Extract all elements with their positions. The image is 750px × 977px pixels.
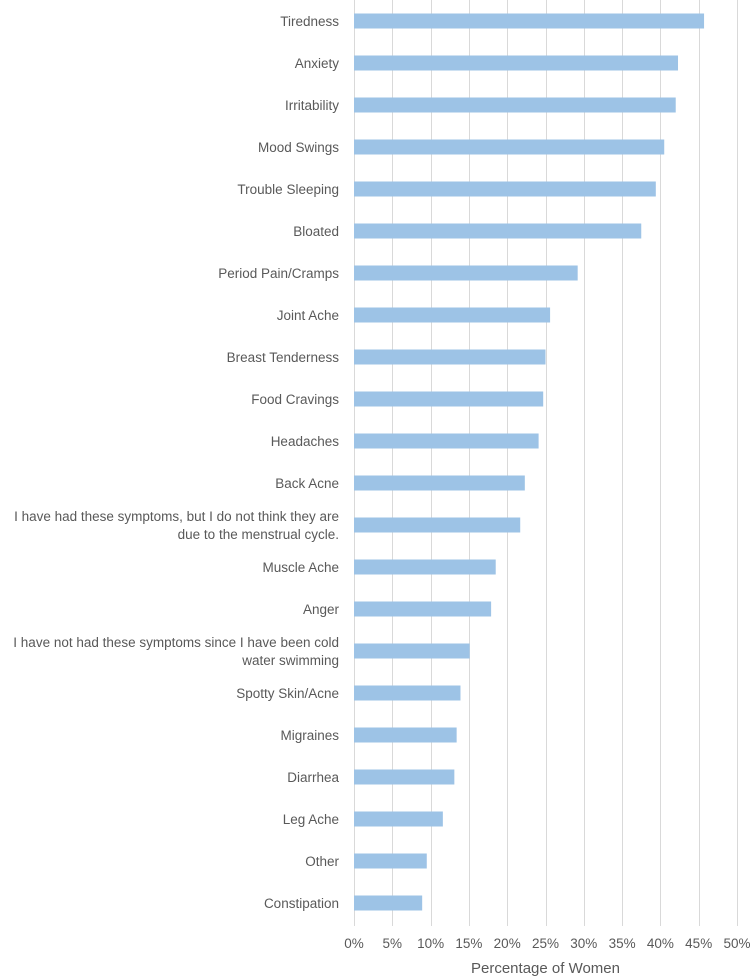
x-tick-label: 15% (455, 936, 482, 951)
bar (354, 685, 461, 701)
category-label: Trouble Sleeping (237, 182, 339, 197)
bar (354, 55, 679, 71)
category-label: I have had these symptoms, but I do not … (14, 509, 339, 524)
x-tick-label: 0% (344, 936, 364, 951)
bar (354, 139, 665, 155)
bar (354, 223, 642, 239)
category-label: due to the menstrual cycle. (178, 527, 339, 542)
category-label: Other (305, 854, 339, 869)
bar (354, 811, 443, 827)
category-label: Joint Ache (277, 308, 339, 323)
bar (354, 433, 539, 449)
bar (354, 349, 546, 365)
category-label: Migraines (280, 728, 339, 743)
bar (354, 97, 676, 113)
x-tick-label: 35% (609, 936, 636, 951)
category-label: Diarrhea (287, 770, 339, 785)
x-tick-label: 50% (723, 936, 750, 951)
category-label: Mood Swings (258, 140, 339, 155)
bar (354, 307, 551, 323)
bar (354, 475, 525, 491)
category-label: Spotty Skin/Acne (236, 686, 339, 701)
x-tick-label: 10% (417, 936, 444, 951)
x-tick-label: 40% (647, 936, 674, 951)
category-label: Irritability (285, 98, 339, 113)
category-label: Anxiety (295, 56, 340, 71)
bar (354, 601, 492, 617)
category-label: Back Acne (275, 476, 339, 491)
bar (354, 643, 470, 659)
bars (354, 13, 705, 911)
category-label: Headaches (271, 434, 340, 449)
bar (354, 895, 423, 911)
category-label: water swimming (241, 653, 339, 668)
bar (354, 559, 496, 575)
bar (354, 181, 656, 197)
x-tick-label: 5% (383, 936, 403, 951)
x-axis-title: Percentage of Women (471, 960, 620, 977)
bar (354, 727, 457, 743)
category-label: Constipation (264, 896, 339, 911)
bar (354, 265, 578, 281)
category-label: Bloated (293, 224, 339, 239)
bar (354, 769, 455, 785)
category-label: Breast Tenderness (227, 350, 340, 365)
bar (354, 391, 544, 407)
category-label: Muscle Ache (262, 560, 339, 575)
x-tick-label: 20% (494, 936, 521, 951)
bar (354, 13, 705, 29)
bar (354, 517, 521, 533)
category-label: Anger (303, 602, 340, 617)
category-label: Tiredness (280, 14, 339, 29)
category-label: Food Cravings (251, 392, 339, 407)
category-label: Period Pain/Cramps (218, 266, 339, 281)
category-label: Leg Ache (283, 812, 339, 827)
x-tick-label: 45% (685, 936, 712, 951)
gridlines (354, 0, 738, 926)
x-tick-labels: 0% 5% 10% 15% 20% 25% 30% 35% 40% 45% 50% (344, 936, 750, 951)
category-label: I have not had these symptoms since I ha… (13, 635, 339, 650)
bar (354, 853, 427, 869)
x-tick-label: 25% (532, 936, 559, 951)
x-tick-label: 30% (570, 936, 597, 951)
category-labels: Tiredness Anxiety Irritability Mood Swings T… (13, 14, 339, 911)
